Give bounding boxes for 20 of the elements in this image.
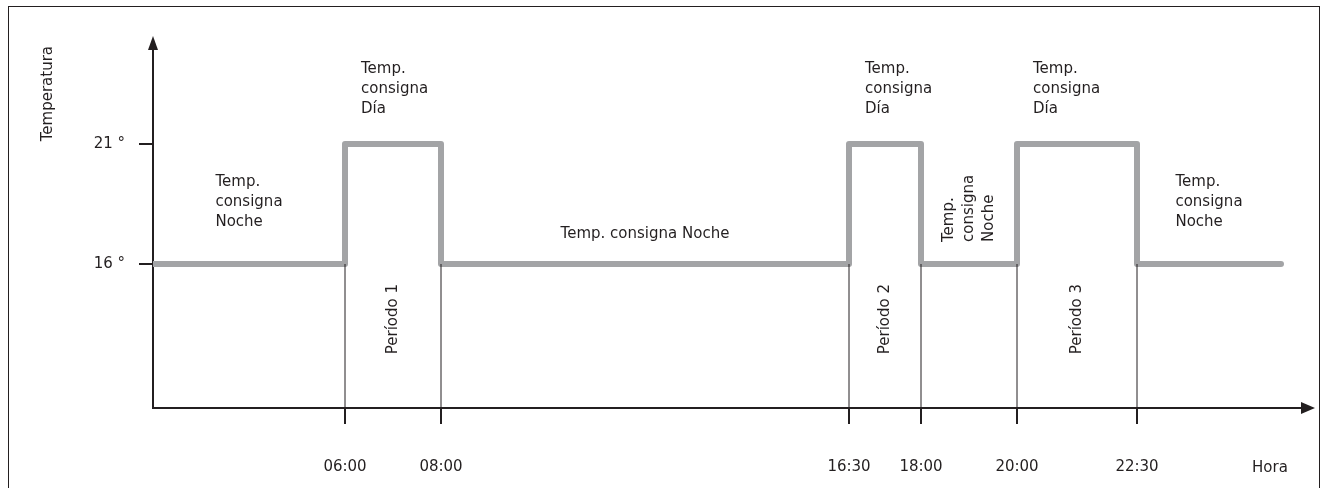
annotation: Temp. consigna Noche <box>1174 171 1243 230</box>
annotation: Temp. consigna Noche <box>938 174 997 243</box>
annotation: Período 1 <box>382 284 401 355</box>
annotation: Período 3 <box>1066 284 1085 355</box>
x-axis-title: Hora <box>1252 457 1288 476</box>
x-tick-label: 16:30 <box>827 456 871 475</box>
annotation: Período 2 <box>874 284 893 355</box>
x-tick-label: 20:00 <box>995 456 1039 475</box>
x-tick-label: 08:00 <box>419 456 463 475</box>
y-tick-label: 21 ° <box>93 133 125 152</box>
annotation: Temp. consigna Noche <box>214 171 283 230</box>
annotation: Temp. consigna Día <box>1032 58 1101 117</box>
y-tick-label: 16 ° <box>93 253 125 272</box>
y-axis-title: Temperatura <box>37 46 56 143</box>
annotation: Temp. consigna Día <box>360 58 429 117</box>
x-tick-label: 22:30 <box>1115 456 1159 475</box>
annotation: Temp. consigna Noche <box>559 223 730 242</box>
annotation: Temp. consigna Día <box>864 58 933 117</box>
x-tick-label: 06:00 <box>323 456 367 475</box>
x-tick-label: 18:00 <box>899 456 943 475</box>
